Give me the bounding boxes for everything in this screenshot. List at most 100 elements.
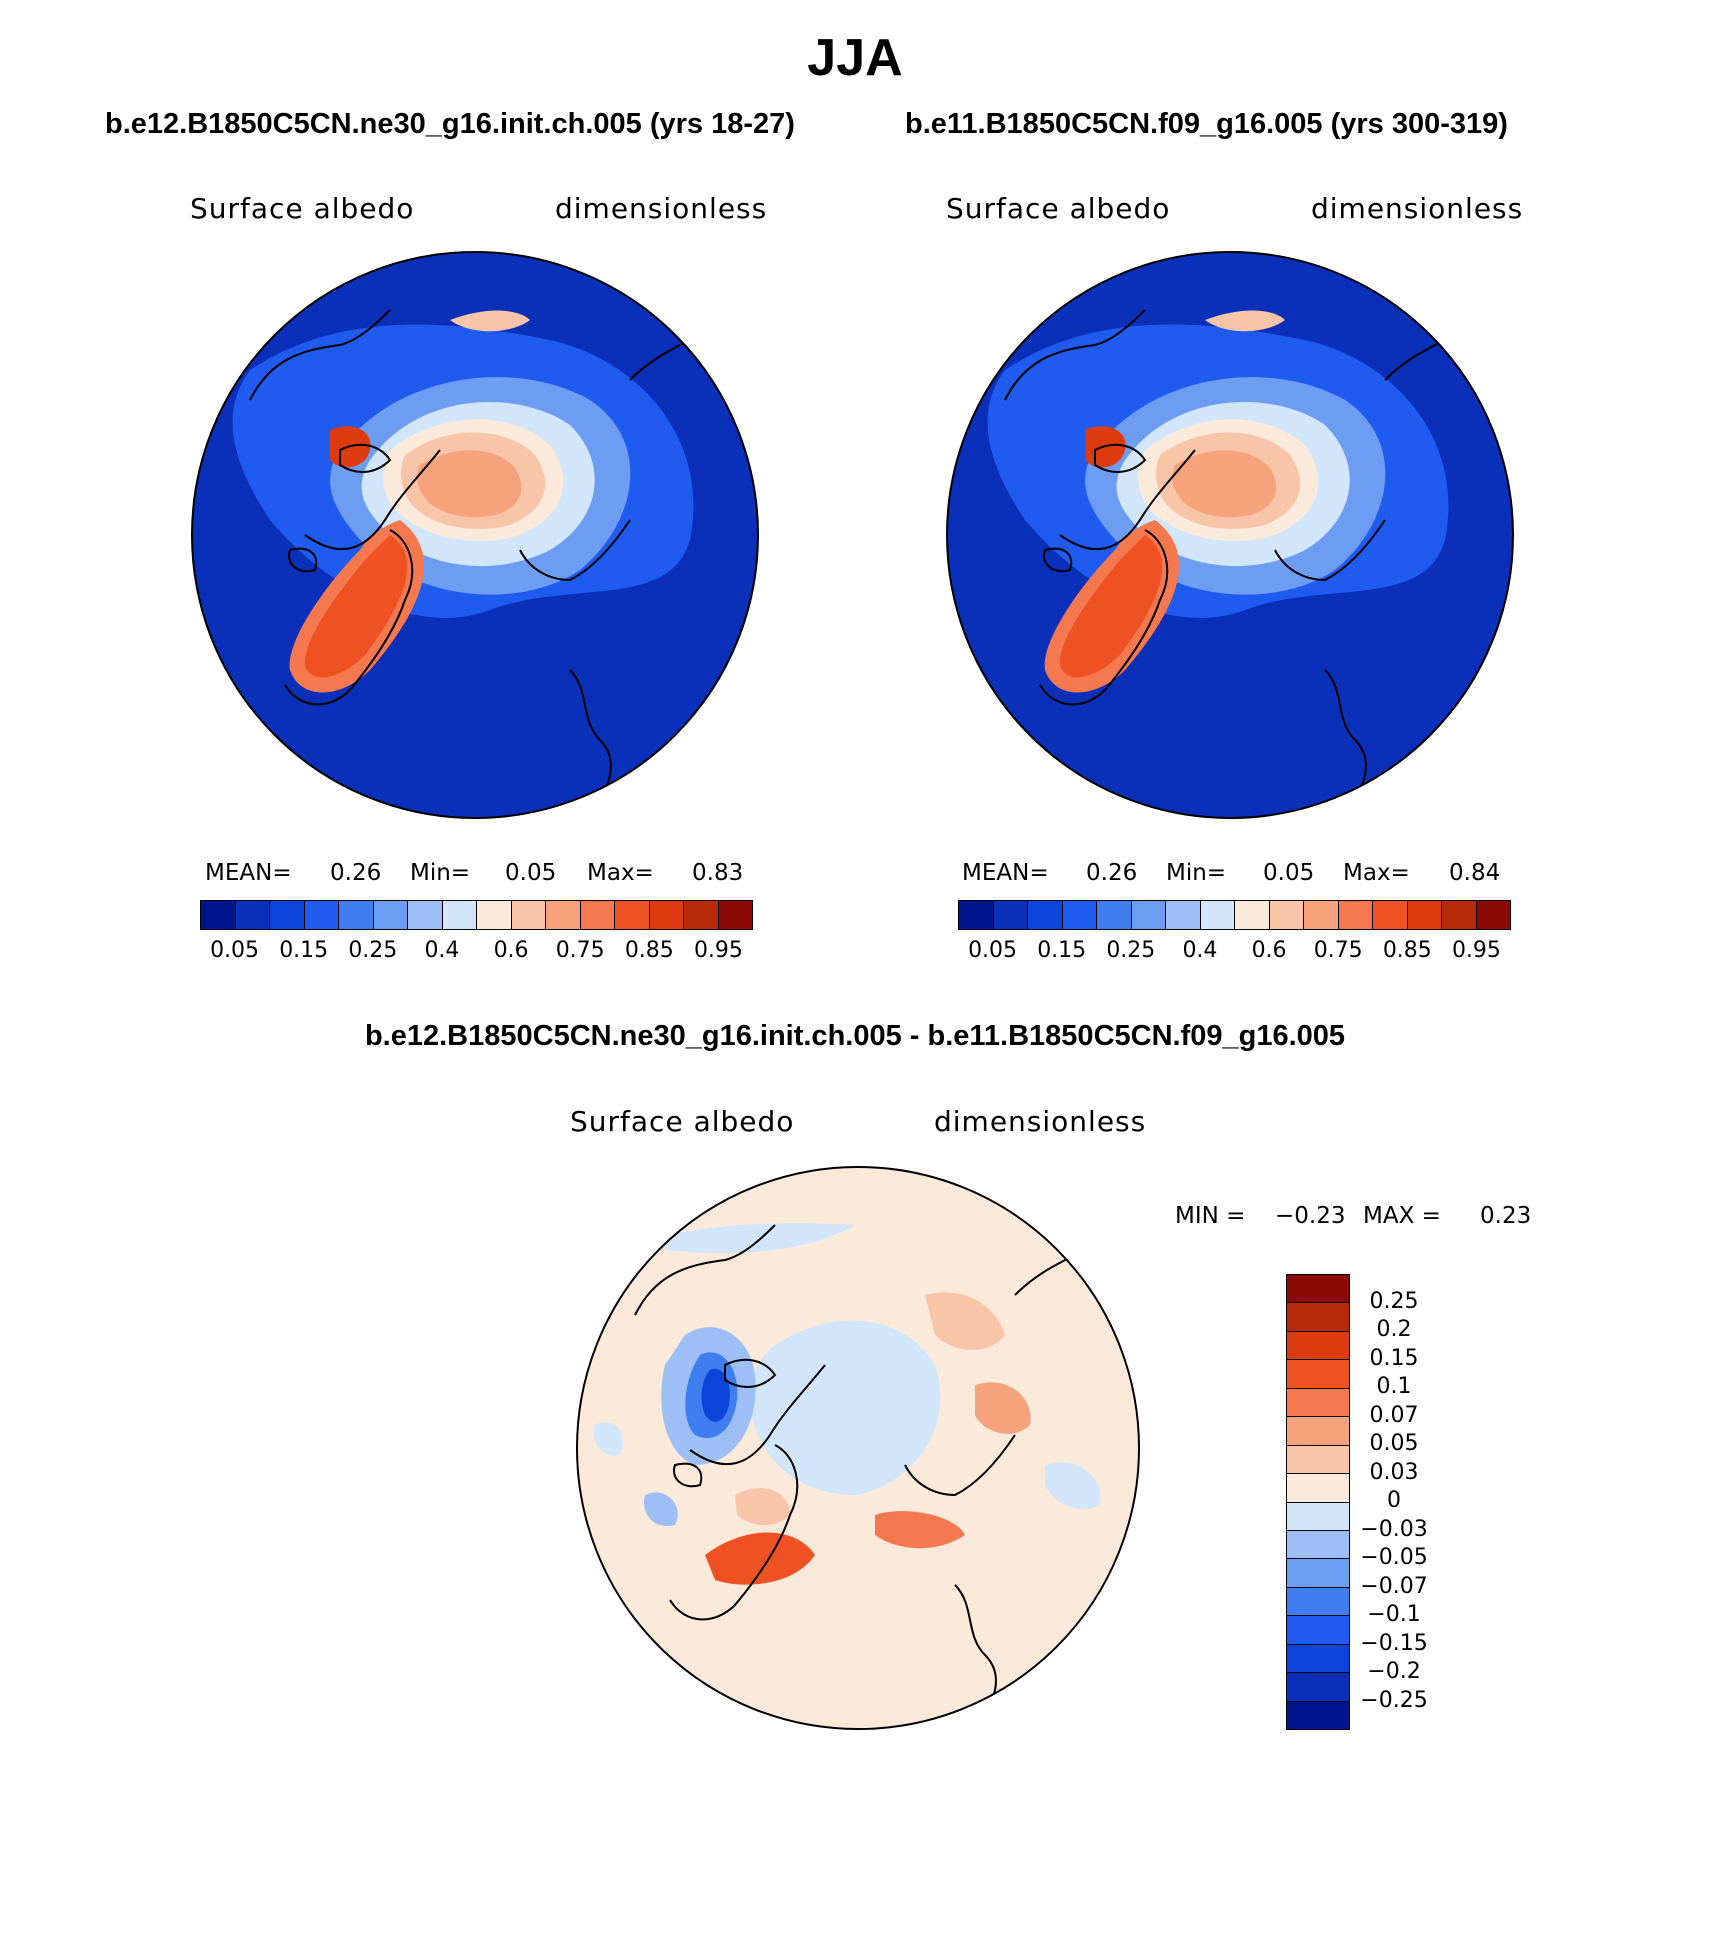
colorbar-bin [1287, 1530, 1349, 1560]
left-max-value: 0.83 [692, 860, 744, 886]
left-colorbar [200, 900, 753, 930]
colorbar-bin [1287, 1417, 1349, 1446]
left-min-value: 0.05 [505, 860, 557, 886]
colorbar-tick-label: −0.05 [1360, 1545, 1428, 1570]
colorbar-bin [1200, 901, 1235, 929]
colorbar-bin [993, 901, 1028, 929]
colorbar-bin [1304, 901, 1339, 929]
diff-units-label: dimensionless [934, 1105, 1147, 1138]
colorbar-tick-label: 0.05 [968, 938, 1018, 963]
diff-case-title: b.e12.B1850C5CN.ne30_g16.init.ch.005 - b… [364, 1020, 1346, 1052]
colorbar-tick-label: 0.05 [210, 938, 260, 963]
colorbar-tick-label: 0.05 [1369, 1431, 1419, 1456]
colorbar-bin [1287, 1616, 1349, 1645]
colorbar-bin [546, 901, 581, 929]
left-polar-map [191, 251, 759, 819]
colorbar-bin [1269, 901, 1304, 929]
colorbar-tick-label: 0.2 [1376, 1317, 1412, 1342]
colorbar-bin [1287, 1673, 1349, 1702]
colorbar-bin [1476, 901, 1510, 929]
colorbar-tick-label: 0.95 [693, 938, 743, 963]
colorbar-bin [580, 901, 615, 929]
colorbar-bin [442, 901, 477, 929]
colorbar-tick-label: 0.15 [279, 938, 329, 963]
colorbar-bin [1097, 901, 1132, 929]
diff-min-label: MIN = [1175, 1203, 1246, 1229]
colorbar-tick-label: 0.75 [555, 938, 605, 963]
colorbar-bin [1287, 1360, 1349, 1389]
left-min-label: Min= [410, 860, 471, 886]
left-max-label: Max= [587, 860, 654, 886]
colorbar-bin [1287, 1474, 1349, 1503]
colorbar-bin [1287, 1275, 1349, 1304]
colorbar-bin [1287, 1502, 1349, 1531]
colorbar-bin [1442, 901, 1477, 929]
right-colorbar [958, 900, 1511, 930]
right-max-label: Max= [1343, 860, 1410, 886]
right-units-label: dimensionless [1311, 192, 1524, 225]
colorbar-tick-label: 0.95 [1451, 938, 1501, 963]
diff-variable-label: Surface albedo [570, 1105, 795, 1138]
colorbar-bin [718, 901, 752, 929]
colorbar-bin [1287, 1644, 1349, 1674]
right-min-label: Min= [1166, 860, 1227, 886]
colorbar-bin [1287, 1331, 1349, 1361]
left-variable-label: Surface albedo [190, 192, 415, 225]
right-variable-label: Surface albedo [946, 192, 1171, 225]
colorbar-bin [1287, 1388, 1349, 1418]
colorbar-bin [511, 901, 546, 929]
colorbar-tick-label: −0.1 [1367, 1602, 1421, 1627]
colorbar-tick-label: −0.25 [1360, 1687, 1428, 1713]
colorbar-bin [1131, 901, 1166, 929]
right-polar-map [946, 251, 1514, 819]
colorbar-bin [1166, 901, 1201, 929]
colorbar-tick-label: −0.15 [1360, 1630, 1428, 1656]
colorbar-bin [615, 901, 650, 929]
colorbar-bin [1373, 901, 1408, 929]
colorbar-bin [1287, 1445, 1349, 1475]
colorbar-bin [304, 901, 339, 929]
colorbar-bin [1338, 901, 1373, 929]
colorbar-tick-label: 0.15 [1369, 1345, 1419, 1371]
colorbar-bin [959, 901, 994, 929]
colorbar-bin [1407, 901, 1442, 929]
left-case-title: b.e12.B1850C5CN.ne30_g16.init.ch.005 (yr… [105, 108, 795, 140]
colorbar-tick-label: 0 [1387, 1488, 1401, 1513]
colorbar-tick-label: −0.07 [1360, 1573, 1428, 1599]
colorbar-bin [1287, 1587, 1349, 1617]
colorbar-tick-label: −0.03 [1360, 1516, 1428, 1542]
colorbar-bin [373, 901, 408, 929]
right-mean-label: MEAN= [962, 860, 1049, 886]
colorbar-tick-label: −0.2 [1367, 1659, 1421, 1684]
colorbar-tick-label: 0.25 [1369, 1288, 1419, 1314]
colorbar-bin [1235, 901, 1270, 929]
figure-title: JJA [807, 29, 903, 87]
colorbar-bin [235, 901, 270, 929]
colorbar-tick-label: 0.85 [1382, 938, 1432, 963]
colorbar-tick-label: 0.03 [1369, 1459, 1419, 1485]
left-mean-value: 0.26 [330, 860, 382, 886]
right-min-value: 0.05 [1263, 860, 1315, 886]
colorbar-bin [339, 901, 374, 929]
colorbar-tick-label: 0.4 [1182, 938, 1218, 963]
diff-colorbar [1286, 1274, 1350, 1730]
colorbar-bin [201, 901, 236, 929]
diff-max-label: MAX = [1363, 1203, 1441, 1229]
colorbar-tick-label: 0.75 [1313, 938, 1363, 963]
right-max-value: 0.84 [1449, 860, 1501, 886]
colorbar-tick-label: 0.6 [1251, 938, 1287, 963]
colorbar-bin [1287, 1559, 1349, 1588]
diff-polar-map [576, 1166, 1140, 1730]
diff-min-value: −0.23 [1275, 1203, 1346, 1229]
colorbar-bin [1287, 1303, 1349, 1332]
colorbar-bin [649, 901, 684, 929]
right-case-title: b.e11.B1850C5CN.f09_g16.005 (yrs 300-319… [905, 108, 1508, 140]
colorbar-bin [408, 901, 443, 929]
colorbar-tick-label: 0.07 [1369, 1402, 1419, 1428]
colorbar-bin [684, 901, 719, 929]
colorbar-tick-label: 0.4 [424, 938, 460, 963]
colorbar-bin [270, 901, 305, 929]
colorbar-tick-label: 0.85 [624, 938, 674, 963]
colorbar-tick-label: 0.25 [348, 938, 398, 963]
colorbar-bin [1287, 1701, 1349, 1729]
